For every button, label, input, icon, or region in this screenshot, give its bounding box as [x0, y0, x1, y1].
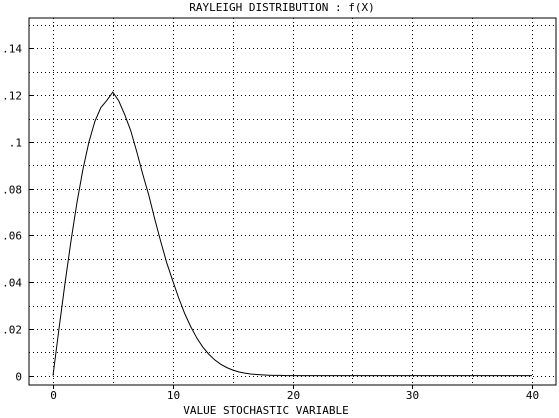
series-line: [52, 91, 532, 377]
y-axis: 0 .02 .04 .06 .08 .1 .12 .14: [2, 43, 33, 384]
x-axis: 0 10 20 30 40: [50, 385, 539, 402]
x-tick-label: 0: [50, 389, 57, 402]
y-tick-label: 0: [15, 371, 22, 384]
chart-title: RAYLEIGH DISTRIBUTION : f(X): [189, 1, 374, 14]
y-tick-label: .1: [9, 137, 22, 150]
y-tick-label: .08: [2, 184, 22, 197]
plot-frame: [28, 17, 557, 386]
x-tick-label: 10: [167, 389, 180, 402]
series-layer: [52, 91, 532, 377]
x-axis-label: VALUE STOCHASTIC VARIABLE: [183, 404, 349, 417]
y-tick-label: .12: [2, 90, 22, 103]
x-tick-label: 40: [526, 389, 539, 402]
y-tick-label: .06: [2, 230, 22, 243]
y-tick-label: .04: [2, 277, 22, 290]
y-tick-label: .02: [2, 324, 22, 337]
y-tick-label: .14: [2, 43, 22, 56]
x-tick-label: 20: [287, 389, 300, 402]
grid: [29, 18, 556, 385]
x-tick-label: 30: [406, 389, 419, 402]
